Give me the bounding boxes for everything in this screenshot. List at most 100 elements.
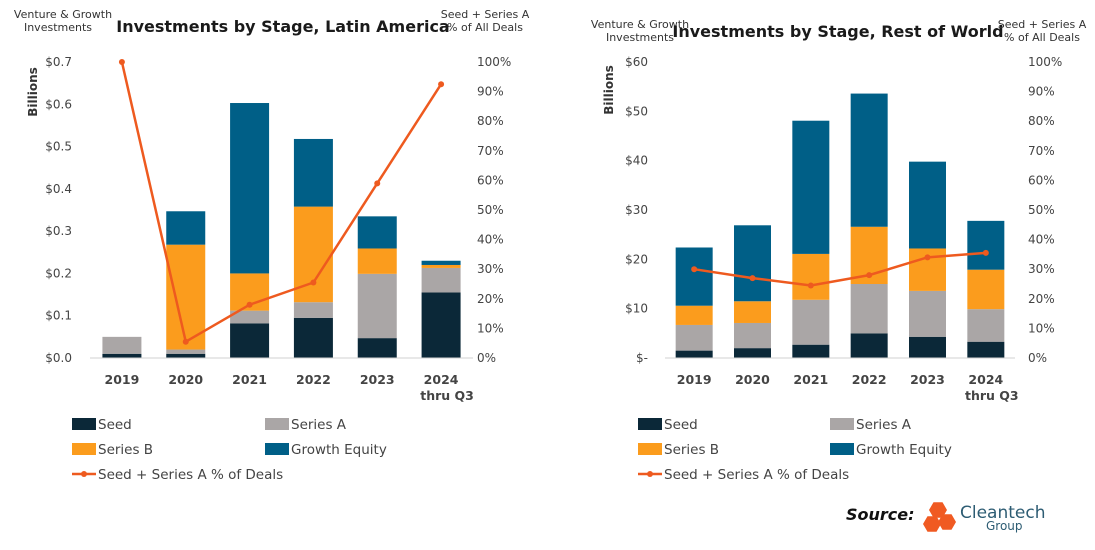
row-x-tick-label: thru Q3 — [965, 388, 1019, 403]
latam-legend-label: Growth Equity — [291, 442, 387, 458]
source-label: Source: — [846, 505, 915, 524]
row-line-point — [982, 249, 989, 256]
latam-y2-tick-label: 90% — [477, 85, 504, 99]
logo-hexagon-1 — [929, 502, 947, 518]
latam-y-tick-label: $0.0 — [45, 351, 72, 365]
latam-corner-right-line1: Seed + Series A — [441, 8, 530, 21]
latam-y-tick-label: $0.6 — [45, 97, 72, 111]
row-chart-title: Investments by Stage, Rest of World — [672, 22, 1003, 41]
latam-legend-swatch-series-a — [265, 418, 289, 430]
row-legend-swatch-growth-equity — [830, 443, 854, 455]
latam-y2-tick-label: 30% — [477, 262, 504, 276]
row-y2-tick-label: 90% — [1028, 85, 1055, 99]
logo-hexagon-2 — [923, 516, 941, 532]
latam-bar-seed — [166, 353, 206, 358]
row-line-point — [691, 266, 698, 273]
row-y-tick-label: $40 — [625, 154, 648, 168]
row-bar-growth-equity — [792, 120, 830, 254]
row-legend-label: Series A — [856, 417, 912, 433]
row-bar-growth-equity — [967, 220, 1005, 270]
latam-bar-series-a — [357, 273, 397, 339]
row-panel: Venture & Growth Investments Investments… — [591, 18, 1087, 115]
row-y2-tick-label: 80% — [1028, 114, 1055, 128]
row-y-tick-label: $50 — [625, 104, 648, 118]
latam-bar-series-a — [421, 267, 461, 293]
row-y2-tick-label: 0% — [1028, 351, 1047, 365]
row-legend-swatch-series-b — [638, 443, 662, 455]
latam-line-point — [374, 180, 381, 187]
latam-legend-line-marker — [81, 471, 87, 477]
latam-line-point — [118, 59, 125, 65]
latam-panel: Venture & Growth Investments Investments… — [14, 8, 530, 117]
row-line-point — [866, 272, 873, 279]
logo-brand-subtext: Group — [986, 519, 1023, 533]
row-y2-tick-label: 20% — [1028, 292, 1055, 306]
row-bar-series-b — [967, 269, 1005, 310]
latam-y-tick-label: $0.5 — [45, 140, 72, 154]
row-bar-series-a — [792, 299, 830, 345]
row-y-tick-label: $20 — [625, 252, 648, 266]
row-corner-right-line2: % of All Deals — [1004, 31, 1080, 44]
row-bar-growth-equity — [675, 247, 713, 306]
row-bar-series-b — [675, 305, 713, 325]
row-y-tick-label: $- — [636, 351, 648, 365]
row-bar-seed — [734, 348, 771, 358]
latam-y2-tick-label: 20% — [477, 292, 504, 306]
row-y-tick-label: $30 — [625, 203, 648, 217]
row-bar-series-a — [675, 324, 713, 351]
row-bar-series-a — [850, 284, 888, 334]
latam-y-tick-label: $0.4 — [45, 182, 72, 196]
latam-bar-growth-equity — [230, 103, 270, 274]
latam-y-axis-label: Billions — [26, 67, 40, 117]
row-legend-label: Series B — [664, 442, 719, 458]
latam-line-point — [310, 279, 317, 286]
row-legend-label: Seed — [664, 417, 698, 433]
latam-y-tick-label: $0.7 — [45, 55, 72, 69]
latam-chart-title: Investments by Stage, Latin America — [116, 17, 449, 36]
row-y-axis-label: Billions — [602, 65, 616, 115]
row-bar-series-a — [734, 322, 771, 349]
logo-hexagon-3 — [938, 514, 956, 530]
latam-bar-seed — [421, 292, 461, 358]
row-line-point — [924, 254, 931, 261]
latam-legend-label: Seed — [98, 417, 132, 433]
latam-bar-seed — [230, 323, 270, 358]
latam-bar-series-a — [293, 302, 333, 318]
latam-x-tick-label: 2020 — [168, 372, 203, 387]
latam-x-tick-label: 2021 — [232, 372, 267, 387]
row-corner-left-line2: Investments — [606, 31, 674, 44]
row-x-tick-label: 2022 — [852, 372, 887, 387]
latam-x-tick-label: 2024 — [424, 372, 459, 387]
latam-bar-growth-equity — [166, 211, 206, 245]
row-y2-tick-label: 10% — [1028, 321, 1055, 335]
latam-corner-right-line2: % of All Deals — [447, 21, 523, 34]
latam-y2-tick-label: 40% — [477, 233, 504, 247]
row-x-tick-label: 2019 — [677, 372, 712, 387]
latam-bar-series-b — [421, 264, 461, 268]
latam-y2-tick-label: 60% — [477, 173, 504, 187]
latam-legend-label: Series A — [291, 417, 347, 433]
row-bar-seed — [909, 336, 946, 358]
row-legend-label: Seed + Series A % of Deals — [664, 467, 849, 483]
row-bar-series-b — [734, 301, 771, 323]
row-bar-series-b — [792, 253, 830, 300]
latam-corner-left-line2: Investments — [24, 21, 92, 34]
latam-legend-label: Series B — [98, 442, 153, 458]
latam-line-point — [246, 301, 253, 308]
row-y-tick-label: $60 — [625, 55, 648, 69]
row-legend-label: Growth Equity — [856, 442, 952, 458]
latam-legend-label: Seed + Series A % of Deals — [98, 467, 283, 483]
row-corner-left-line1: Venture & Growth — [591, 18, 689, 31]
latam-bar-seed — [293, 317, 333, 358]
latam-bar-series-a — [166, 349, 206, 354]
latam-x-tick-label: thru Q3 — [420, 388, 474, 403]
row-bar-series-a — [967, 309, 1005, 342]
row-y2-tick-label: 30% — [1028, 262, 1055, 276]
logo-brand-text: Cleantech — [960, 503, 1046, 523]
cleantech-logo: Cleantech Group — [923, 502, 1046, 533]
latam-line-point — [182, 338, 189, 345]
latam-bar-seed — [102, 353, 142, 358]
row-y2-tick-label: 50% — [1028, 203, 1055, 217]
row-corner-right-line1: Seed + Series A — [998, 18, 1087, 31]
row-legend-swatch-series-a — [830, 418, 854, 430]
